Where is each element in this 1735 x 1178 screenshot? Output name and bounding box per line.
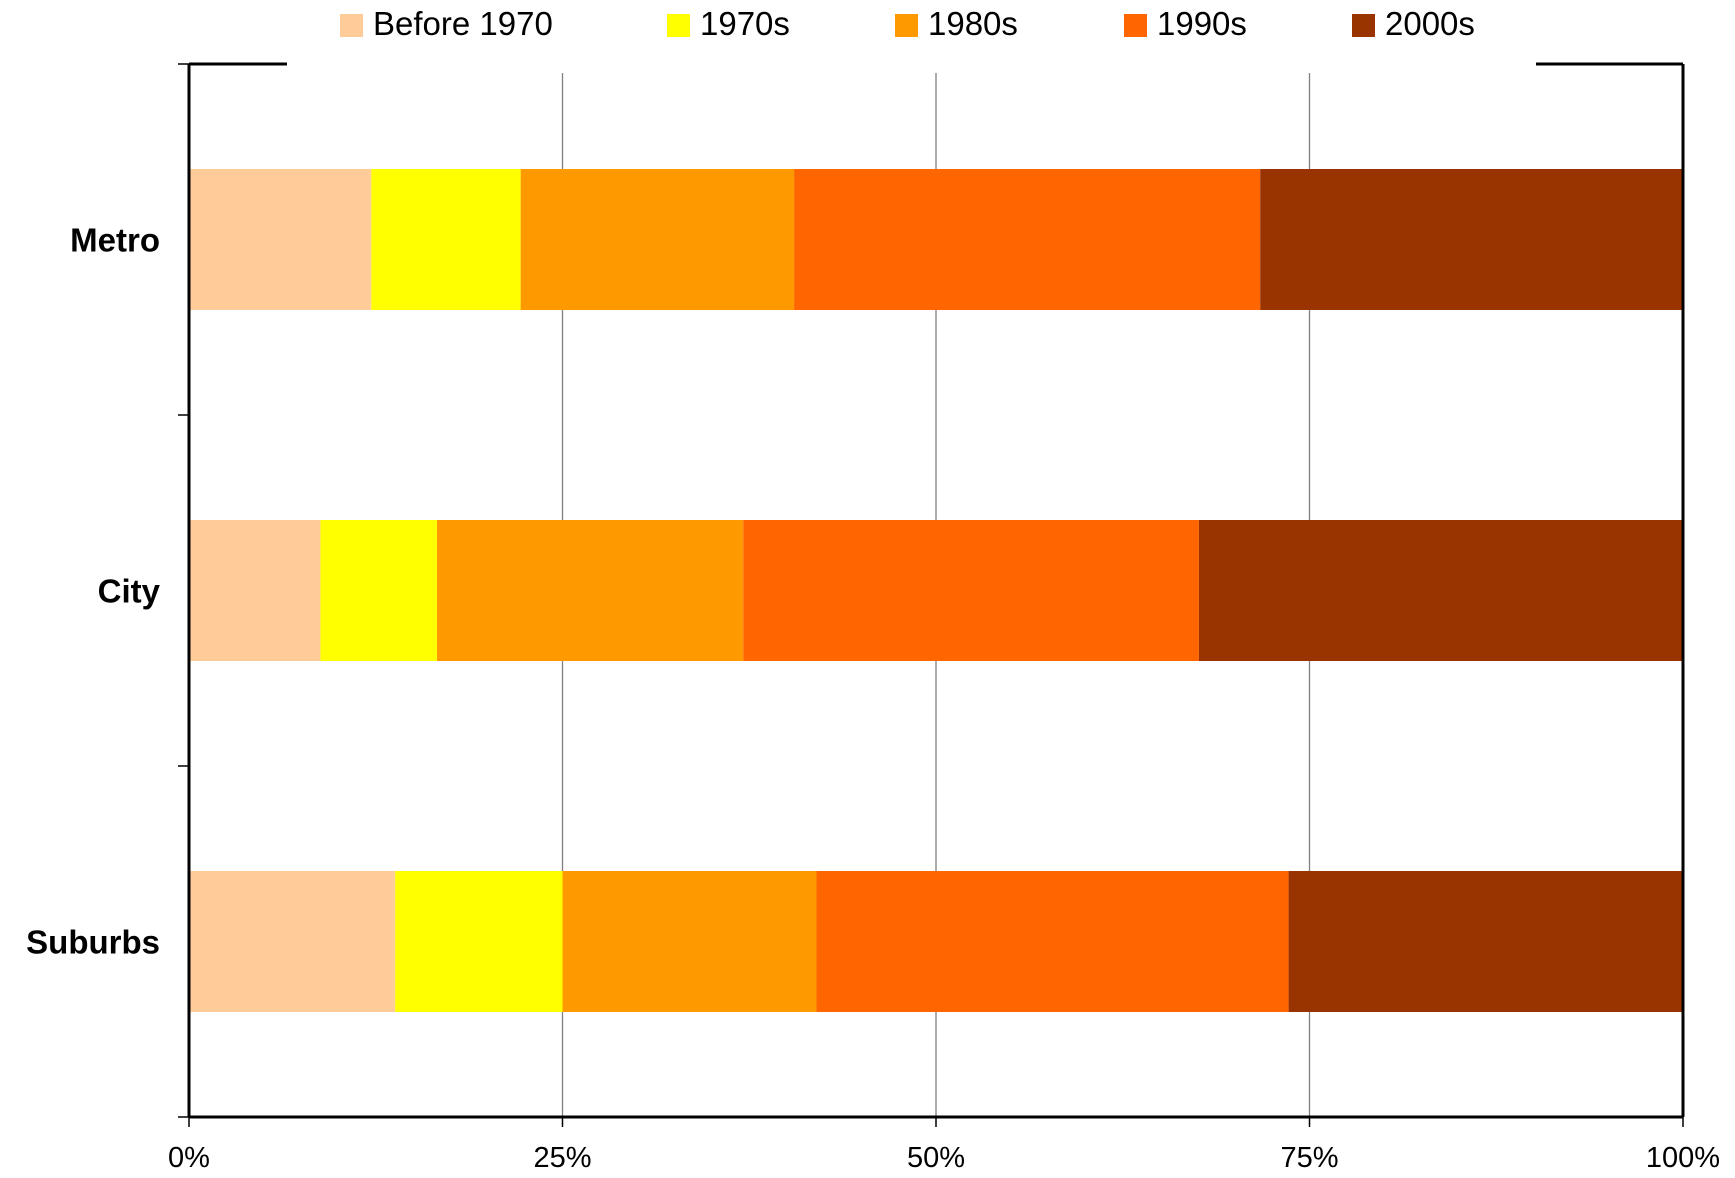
bar-suburbs-1970s — [395, 871, 563, 1012]
legend-label-2000s: 2000s — [1385, 5, 1475, 42]
bar-metro-before-1970 — [189, 169, 372, 310]
bar-city-1990s — [743, 520, 1199, 661]
legend-swatch-1980s — [895, 14, 918, 37]
x-tick-label-25: 25% — [533, 1142, 591, 1173]
bar-metro-1990s — [794, 169, 1261, 310]
bar-suburbs-1980s — [562, 871, 817, 1012]
legend-swatch-before-1970 — [340, 14, 363, 37]
bar-metro-1970s — [371, 169, 521, 310]
legend: Before 1970 1970s 1980s 1990s 2000s — [340, 5, 1475, 42]
x-tick-label-100: 100% — [1646, 1142, 1720, 1173]
category-label-city: City — [98, 573, 161, 610]
bar-suburbs-2000s — [1288, 871, 1683, 1012]
x-tick-label-50: 50% — [907, 1142, 965, 1173]
legend-label-1980s: 1980s — [928, 5, 1018, 42]
bar-metro-2000s — [1260, 169, 1683, 310]
bar-suburbs-1990s — [816, 871, 1289, 1012]
bar-city-before-1970 — [189, 520, 321, 661]
legend-swatch-2000s — [1352, 14, 1375, 37]
bar-city-1980s — [437, 520, 744, 661]
bar-city-1970s — [320, 520, 438, 661]
legend-label-1970s: 1970s — [700, 5, 790, 42]
x-tick-label-75: 75% — [1280, 1142, 1338, 1173]
bar-metro-1980s — [520, 169, 795, 310]
category-label-suburbs: Suburbs — [26, 924, 160, 961]
legend-swatch-1970s — [667, 14, 690, 37]
x-tick-label-0: 0% — [168, 1142, 210, 1173]
legend-label-1990s: 1990s — [1157, 5, 1247, 42]
bar-suburbs-before-1970 — [189, 871, 396, 1012]
bar-city-2000s — [1198, 520, 1683, 661]
bars — [189, 169, 1683, 1012]
legend-label-before-1970: Before 1970 — [373, 5, 553, 42]
legend-swatch-1990s — [1124, 14, 1147, 37]
category-label-metro: Metro — [70, 222, 160, 259]
axes: Metro City Suburbs 0% 25% 50% 75% 100% — [26, 62, 1720, 1174]
